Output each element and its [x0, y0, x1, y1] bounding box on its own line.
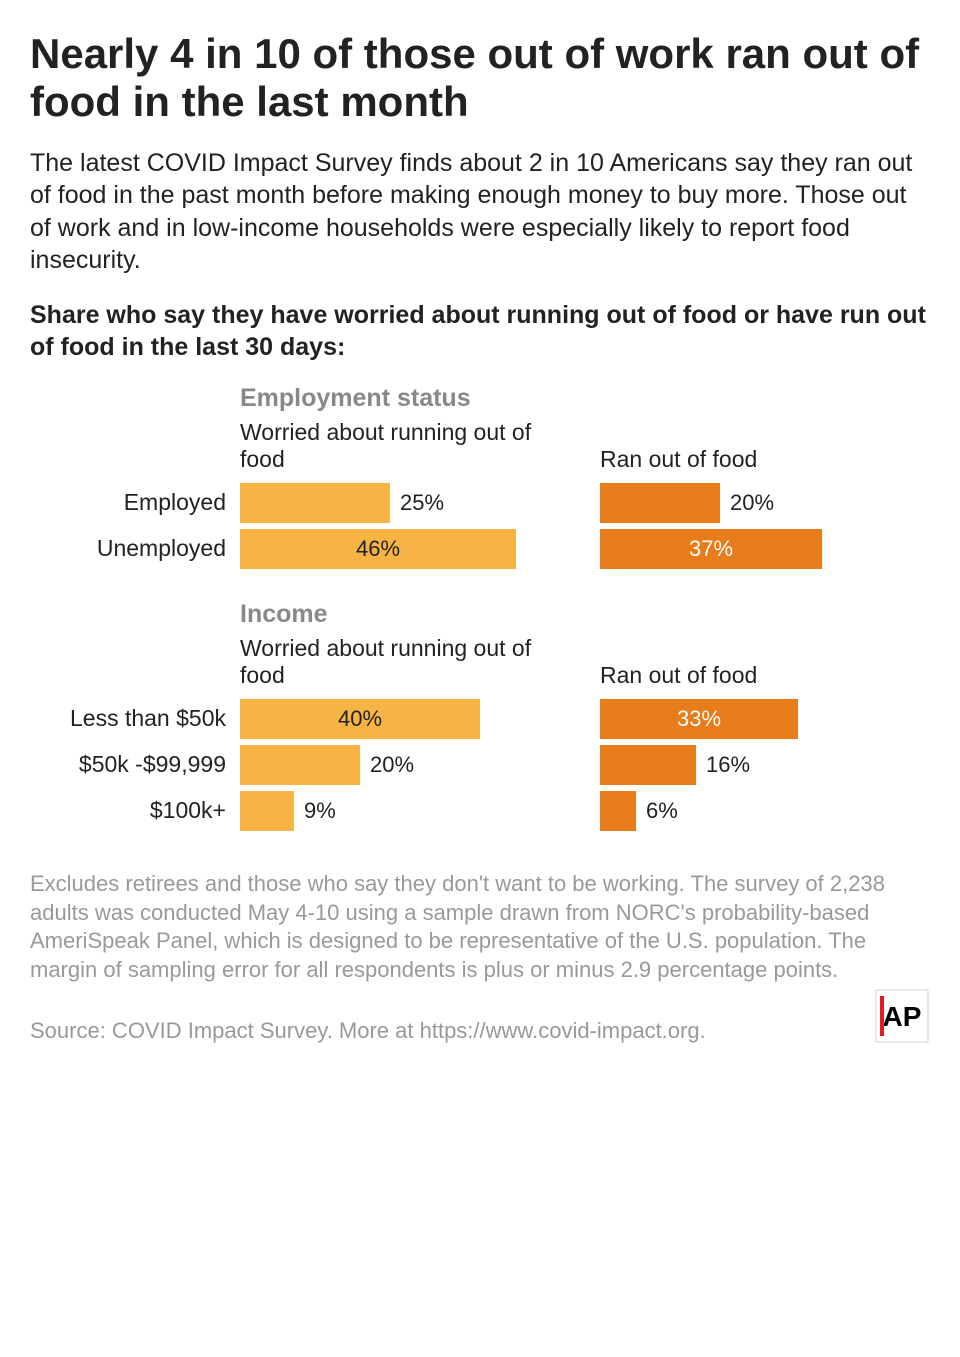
bar-value: 20%: [730, 490, 774, 516]
bar-worried: [240, 791, 294, 831]
bar-track: 9%: [240, 791, 570, 831]
bar-track: 33%: [600, 699, 930, 739]
bar-worried: 40%: [240, 699, 480, 739]
bar-track: 6%: [600, 791, 930, 831]
bar-ranout: 33%: [600, 699, 798, 739]
chart-section: Employment status Worried about running o…: [30, 384, 930, 572]
bar-track: 25%: [240, 483, 570, 523]
bar-value: 46%: [356, 536, 400, 562]
section-title: Income: [240, 600, 930, 629]
row-label: Less than $50k: [30, 705, 240, 732]
methodology-note: Excludes retirees and those who say they…: [30, 870, 930, 984]
row-label: Unemployed: [30, 535, 240, 562]
source-line: Source: COVID Impact Survey. More at htt…: [30, 1018, 706, 1044]
svg-text:AP: AP: [883, 1001, 922, 1032]
chart-subhead: Share who say they have worried about ru…: [30, 299, 930, 364]
chart-section: Income Worried about running out of food R…: [30, 600, 930, 834]
bar-track: 20%: [240, 745, 570, 785]
bar-row: $100k+ 9% 6%: [30, 788, 930, 834]
row-label: Employed: [30, 489, 240, 516]
bar-track: 37%: [600, 529, 930, 569]
charts-container: Employment status Worried about running o…: [30, 384, 930, 834]
column-header-worried: Worried about running out of food: [240, 419, 570, 474]
bar-track: 20%: [600, 483, 930, 523]
bar-ranout: [600, 745, 696, 785]
column-header-ranout: Ran out of food: [600, 662, 930, 690]
bar-value: 33%: [677, 706, 721, 732]
row-label: $100k+: [30, 797, 240, 824]
column-header-ranout: Ran out of food: [600, 446, 930, 474]
bar-value: 40%: [338, 706, 382, 732]
lede-paragraph: The latest COVID Impact Survey finds abo…: [30, 147, 930, 277]
bar-row: Employed 25% 20%: [30, 480, 930, 526]
bar-ranout: [600, 791, 636, 831]
bar-track: 46%: [240, 529, 570, 569]
bar-row: Less than $50k 40% 33%: [30, 696, 930, 742]
bar-worried: 46%: [240, 529, 516, 569]
bar-value: 37%: [689, 536, 733, 562]
bar-value: 20%: [370, 752, 414, 778]
footer-row: Source: COVID Impact Survey. More at htt…: [30, 988, 930, 1044]
bar-value: 6%: [646, 798, 678, 824]
section-title: Employment status: [240, 384, 930, 413]
headline: Nearly 4 in 10 of those out of work ran …: [30, 30, 930, 127]
column-header-worried: Worried about running out of food: [240, 635, 570, 690]
bar-track: 16%: [600, 745, 930, 785]
bar-ranout: 37%: [600, 529, 822, 569]
bar-value: 16%: [706, 752, 750, 778]
bar-track: 40%: [240, 699, 570, 739]
bar-worried: [240, 745, 360, 785]
bar-row: $50k -$99,999 20% 16%: [30, 742, 930, 788]
bar-ranout: [600, 483, 720, 523]
bar-row: Unemployed 46% 37%: [30, 526, 930, 572]
row-label: $50k -$99,999: [30, 751, 240, 778]
bar-value: 25%: [400, 490, 444, 516]
bar-value: 9%: [304, 798, 336, 824]
bar-worried: [240, 483, 390, 523]
column-headers: Worried about running out of food Ran out…: [30, 419, 930, 474]
ap-logo-icon: AP: [874, 988, 930, 1044]
column-headers: Worried about running out of food Ran out…: [30, 635, 930, 690]
